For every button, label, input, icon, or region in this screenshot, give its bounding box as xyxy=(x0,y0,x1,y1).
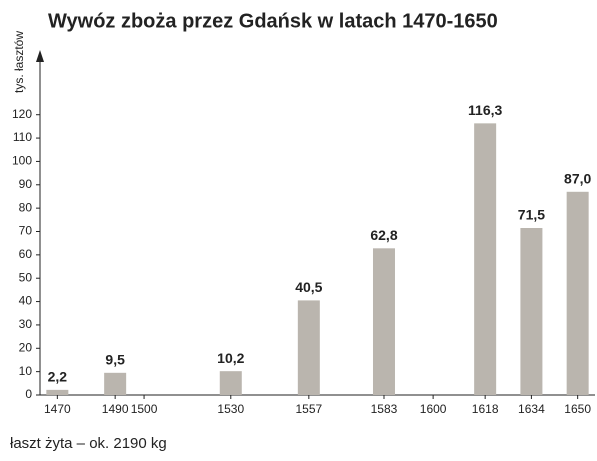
x-tick-label: 1500 xyxy=(131,402,158,416)
x-tick-label: 1470 xyxy=(44,402,71,416)
bar xyxy=(297,300,320,395)
bar xyxy=(474,123,497,395)
bar xyxy=(372,248,395,395)
x-tick-label: 1618 xyxy=(472,402,499,416)
x-tick-label: 1600 xyxy=(420,402,447,416)
x-tick-label: 1490 xyxy=(102,402,129,416)
x-tick-label: 1583 xyxy=(371,402,398,416)
y-tick-label: 90 xyxy=(19,177,33,191)
data-label: 9,5 xyxy=(105,352,125,368)
footnote: łaszt żyta – ok. 2190 kg xyxy=(10,435,167,452)
x-tick-label: 1650 xyxy=(564,402,591,416)
y-tick-label: 10 xyxy=(19,364,33,378)
data-label: 10,2 xyxy=(217,350,244,366)
y-tick-label: 70 xyxy=(19,224,33,238)
data-label: 40,5 xyxy=(295,279,322,295)
y-tick-label: 50 xyxy=(19,270,33,284)
x-tick-label: 1557 xyxy=(295,402,322,416)
data-label: 62,8 xyxy=(370,227,397,243)
data-label: 2,2 xyxy=(48,369,68,385)
bar xyxy=(566,191,589,395)
y-tick-label: 120 xyxy=(12,107,32,121)
x-tick-label: 1530 xyxy=(217,402,244,416)
data-label: 71,5 xyxy=(518,207,545,223)
y-tick-label: 60 xyxy=(19,247,33,261)
data-label: 116,3 xyxy=(468,102,502,118)
bar xyxy=(46,389,69,395)
y-axis-label: tys. łasztów xyxy=(12,31,26,93)
y-tick-label: 100 xyxy=(12,154,32,168)
y-tick-label: 30 xyxy=(19,317,33,331)
bar xyxy=(219,371,242,395)
y-tick-label: 110 xyxy=(13,130,32,144)
y-tick-label: 0 xyxy=(25,387,32,401)
chart-title: Wywóz zboża przez Gdańsk w latach 1470-1… xyxy=(48,10,498,32)
bar xyxy=(520,227,543,395)
x-tick-label: 1634 xyxy=(518,402,545,416)
bar xyxy=(104,372,127,395)
y-axis-arrow xyxy=(36,50,44,62)
data-label: 87,0 xyxy=(564,170,591,186)
y-tick-label: 40 xyxy=(19,294,33,308)
y-tick-label: 80 xyxy=(19,200,33,214)
y-tick-label: 20 xyxy=(19,340,33,354)
